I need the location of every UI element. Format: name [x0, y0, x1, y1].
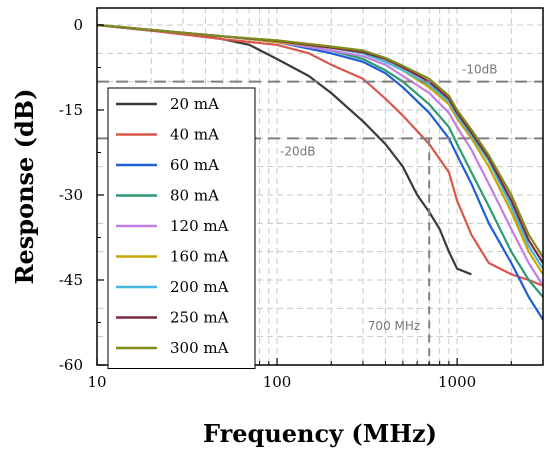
axis-ticks: 10 100 1000 0 -15 -30 -45 -60 [59, 16, 512, 391]
y-tick-label: -30 [59, 186, 83, 204]
legend-label: 250 mA [170, 309, 229, 327]
threshold-label: -10dB [462, 63, 497, 77]
legend: 20 mA 40 mA 60 mA 80 mA 120 mA 160 mA 200 mA 25… [107, 87, 256, 369]
legend-label: 80 mA [170, 187, 219, 205]
frequency-marker-label: 700 MHz [368, 319, 420, 333]
legend-label: 160 mA [170, 248, 229, 266]
y-tick-label: 0 [73, 16, 83, 34]
plot-frame [96, 7, 544, 366]
series-line [96, 23, 544, 287]
y-tick-label: -15 [59, 101, 83, 119]
series-layer [96, 23, 544, 321]
legend-label: 20 mA [170, 95, 219, 113]
y-axis-title: Response (dB) [10, 89, 39, 285]
legend-label: 60 mA [170, 156, 219, 174]
y-tick-label: -45 [59, 271, 83, 289]
x-axis-title: Frequency (MHz) [203, 419, 437, 448]
x-tick-label: 1000 [438, 373, 476, 391]
x-tick-label: 10 [87, 373, 106, 391]
threshold-label: -20dB [280, 144, 315, 158]
series-line [96, 23, 544, 258]
annotation-layer: -10dB -20dB 700 MHz [97, 63, 543, 365]
y-tick-label: -60 [59, 356, 83, 374]
legend-label: 300 mA [170, 339, 229, 357]
x-tick-label: 100 [263, 373, 292, 391]
legend-label: 200 mA [170, 278, 229, 296]
legend-label: 40 mA [170, 126, 219, 144]
legend-label: 120 mA [170, 217, 229, 235]
